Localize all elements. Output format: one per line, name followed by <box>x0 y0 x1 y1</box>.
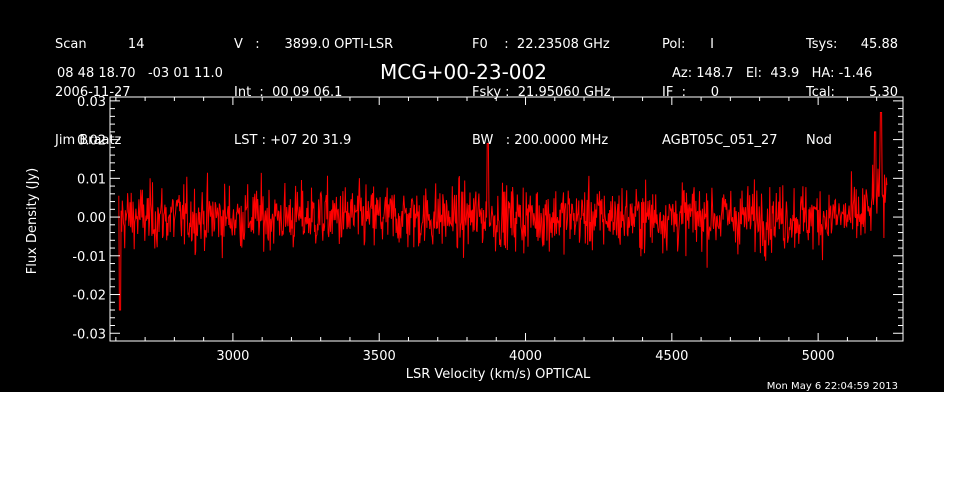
pol-label: Pol: I <box>662 37 714 52</box>
int-label: Int : 00 09 06.1 <box>234 85 343 100</box>
tcal-value: 5.30 <box>869 85 898 100</box>
scan-label: Scan 14 <box>55 37 145 52</box>
y-tick-label: -0.01 <box>72 250 106 265</box>
observer-label: Jim Braatz <box>55 133 122 148</box>
y-tick-label: 0.01 <box>77 172 106 187</box>
header-col1: Scan 14 2006-11-27 Jim Braatz <box>55 5 144 165</box>
y-tick-label: 0.03 <box>77 95 106 110</box>
header-col6: 45.88 5.30 <box>852 5 898 149</box>
project-label: AGBT05C_051_27 <box>662 133 778 148</box>
x-axis-label: LSR Velocity (km/s) OPTICAL <box>406 367 591 382</box>
nod-label: Nod <box>806 133 832 148</box>
x-tick-label: 3500 <box>363 349 396 364</box>
x-tick-label: 5000 <box>802 349 835 364</box>
lst-label: LST : +07 20 31.9 <box>234 133 352 148</box>
plot-frame <box>109 96 904 342</box>
date-label: 2006-11-27 <box>55 85 131 100</box>
header-col5: Tsys: Tcal: Nod <box>806 5 837 165</box>
source-title: MCG+00-23-002 <box>380 60 547 84</box>
spectrum-series <box>118 112 888 311</box>
az-el-ha: Az: 148.7 El: 43.9 HA: -1.46 <box>672 66 873 81</box>
plot-canvas: 3000 3500 4000 4500 5000 -0.03 -0.02 -0.01 0.00 0… <box>0 0 944 392</box>
velocity-label: V : 3899.0 OPTI-LSR <box>234 37 394 52</box>
tsys-label: Tsys: <box>806 37 838 52</box>
x-tick-label: 3000 <box>216 349 249 364</box>
if-label: IF : 0 <box>662 85 720 100</box>
bw-label: BW : 200.0000 MHz <box>472 133 609 148</box>
fsky-label: Fsky : 21.95060 GHz <box>472 85 611 100</box>
axis-ticks: 3000 3500 4000 4500 5000 -0.03 -0.02 -0.01 0.00 0… <box>72 95 903 364</box>
tsys-value: 45.88 <box>860 37 898 52</box>
timestamp: Mon May 6 22:04:59 2013 <box>767 381 898 392</box>
tcal-label: Tcal: <box>806 85 835 100</box>
x-tick-label: 4500 <box>655 349 688 364</box>
y-tick-label: -0.03 <box>72 327 106 342</box>
header-col2: V : 3899.0 OPTI-LSR Int : 00 09 06.1 LST… <box>234 5 393 165</box>
y-tick-label: 0.00 <box>77 211 106 226</box>
header-col3: F0 : 22.23508 GHz Fsky : 21.95060 GHz BW… <box>472 5 611 165</box>
y-tick-label: 0.02 <box>77 134 106 149</box>
f0-label: F0 : 22.23508 GHz <box>472 37 610 52</box>
coordinates: 08 48 18.70 -03 01 11.0 <box>57 66 223 81</box>
y-axis-label: Flux Density (Jy) <box>25 168 40 274</box>
x-tick-label: 4000 <box>509 349 542 364</box>
spectrum-line <box>118 112 888 311</box>
y-tick-label: -0.02 <box>72 289 106 304</box>
header-col4: Pol: I IF : 0 AGBT05C_051_27 <box>662 5 778 165</box>
